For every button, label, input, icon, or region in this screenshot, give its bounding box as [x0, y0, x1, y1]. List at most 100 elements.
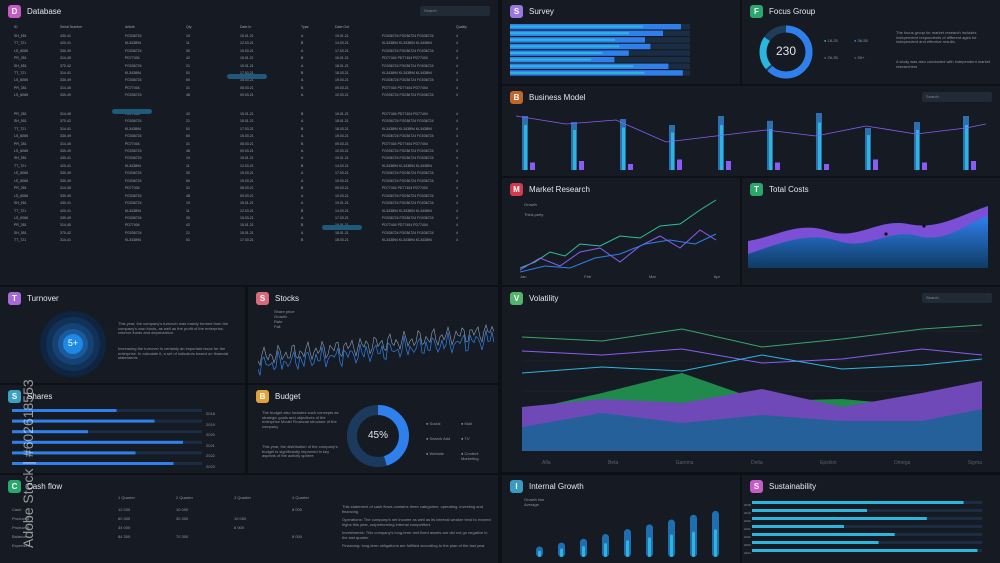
shares-title: Shares: [27, 391, 53, 401]
col-date-in[interactable]: Date In: [240, 25, 252, 29]
table-row[interactable]: LS_6066 330-49 FG036724 48 09.03.21 A 10.03.21…: [10, 92, 488, 98]
table-cell: FG036724 FG036724 FG036724: [382, 156, 434, 161]
sustain-bar: [752, 501, 964, 504]
table-cell: PD77404 PD77404 PD77404: [382, 141, 428, 146]
col-date-out[interactable]: Date Out: [335, 25, 350, 29]
table-row[interactable]: TT_721 420-41 KL343894 11 12.03.21 B 14.03.21 K…: [10, 163, 488, 169]
table-cell: 15.01.21: [240, 156, 254, 161]
table-row[interactable]: PR_351314-45PD774044215.01.21B16.01.21PD…: [10, 222, 488, 228]
volatility-xtick: Delta: [750, 460, 763, 466]
cf-cell: 70 300: [176, 534, 189, 539]
table-cell: 4: [456, 179, 458, 183]
table-cell: 48: [186, 193, 190, 198]
database-title: Database: [27, 6, 62, 16]
cf-cell: 8 000: [234, 525, 245, 530]
col-quality[interactable]: Quality: [456, 25, 467, 29]
focus-text-2: A study was also conducted with independ…: [896, 59, 991, 69]
table-cell: FG036724 FG036724 FG036724: [382, 171, 434, 176]
table-cell: 17.03.21: [335, 171, 349, 176]
table-cell: 430-41: [60, 34, 71, 38]
market-xtick: Apr: [713, 274, 720, 279]
table-cell: 17.03.21: [240, 71, 254, 75]
business-search[interactable]: Search: [922, 92, 992, 102]
table-row[interactable]: TT_721 420-41 KL343894 11 12.03.21 B 14.03.21 K…: [10, 40, 488, 46]
table-row[interactable]: LS_6066 330-49 FG036724 30 15.03.21 A 17.03.21…: [10, 48, 488, 54]
table-cell: 420-41: [60, 41, 71, 46]
focus-legend-4: ● 55+: [854, 55, 865, 60]
table-row[interactable]: TT_721 314-41 KL343894 51 17.03.21 B 18.03.21 K…: [10, 70, 488, 76]
table-row[interactable]: PR_351 314-45 PD77404 31 08.03.21 B 09.03.21 PD…: [10, 185, 488, 191]
growth-bar-inner: [626, 540, 629, 557]
stocks-chart: [258, 324, 494, 376]
col-qty[interactable]: Qty: [186, 25, 192, 29]
business-bar-2: [530, 162, 535, 170]
table-row[interactable]: SH_551 370-42 FG036724 21 15.01.21 A 18.01.21 F…: [10, 63, 488, 69]
col-article[interactable]: Article: [125, 25, 135, 29]
sustain-label: 2019: [744, 511, 751, 515]
table-cell: LS_6066: [14, 93, 29, 98]
table-row[interactable]: TT_721 314-41 KL343894 51 17.03.21 B 18.03.21 K…: [10, 126, 488, 132]
table-row[interactable]: PR_351 314-45 PD77404 31 08.03.21 B 09.03.21 PD…: [10, 141, 488, 147]
table-cell: TT_721: [14, 71, 27, 75]
table-cell: 09.03.21: [240, 149, 254, 153]
table-cell: 14.03.21: [335, 208, 349, 213]
sustain-label: 2023: [744, 543, 751, 547]
table-row[interactable]: SH_551 430-41 FG036724 19 15.01.21 A 19.01.21 F…: [10, 33, 488, 39]
table-row[interactable]: SH_551 370-42 FG036724 21 15.01.21 A 18.01.21 F…: [10, 230, 488, 236]
table-cell: 14.03.21: [335, 41, 349, 46]
col-id[interactable]: ID: [14, 25, 18, 29]
survey-panel: S Survey: [502, 0, 740, 84]
table-cell: FG036724 FG036724 FG036724: [382, 179, 434, 183]
table-row[interactable]: LS_6066 330-49 FG036724 60 15.03.21 A 19.03.21…: [10, 178, 488, 184]
table-row[interactable]: SH_551 370-42 FG036724 21 15.01.21 A 18.01.21 F…: [10, 118, 488, 124]
sustain-chart: [752, 501, 982, 552]
col-type[interactable]: Type: [301, 25, 309, 29]
table-row[interactable]: PR_351 314-45 PD77404 31 08.03.21 B 09.03.21 PD…: [10, 85, 488, 91]
table-row[interactable]: TT_721 420-41 KL343894 11 12.03.21 B 14.03.21 K…: [10, 208, 488, 214]
table-row[interactable]: LS_6066 330-49 FG036724 60 15.03.21 A 19.03.21…: [10, 77, 488, 83]
business-bar-inner: [573, 130, 576, 170]
watermark: Adobe Stock | #602618553: [20, 379, 36, 548]
table-cell: FG036724: [125, 78, 142, 83]
volatility-search[interactable]: Search: [922, 293, 992, 303]
table-cell: 19.01.21: [335, 201, 349, 206]
database-search[interactable]: Search: [420, 6, 490, 16]
growth-bar-inner: [604, 543, 607, 557]
table-cell: 21: [186, 119, 190, 124]
table-row[interactable]: SH_551 430-41 FG036724 19 15.01.21 A 19.01.21 F…: [10, 155, 488, 161]
table-cell: 4: [456, 48, 458, 53]
table-cell: FG036724 FG036724 FG036724: [382, 78, 434, 83]
table-row[interactable]: LS_6066 330-49 FG036724 30 15.03.21 A 17.03.21…: [10, 215, 488, 221]
business-line: [516, 115, 986, 143]
table-cell: LS_6066: [14, 149, 29, 153]
business-chart: [516, 113, 986, 170]
table-cell: 370-42: [60, 230, 71, 235]
table-cell: 51: [186, 71, 190, 75]
table-cell: KL343894 KL343894 KL343894: [382, 163, 432, 168]
table-cell: A: [301, 93, 304, 98]
table-cell: FG036724: [125, 171, 142, 176]
table-cell: 60: [186, 78, 190, 83]
table-cell: PR_351: [14, 56, 27, 61]
growth-title: Internal Growth: [529, 481, 584, 491]
business-bar-2: [775, 162, 780, 170]
table-row[interactable]: LS_6066 330-49 FG036724 48 09.03.21 A 10.03.21…: [10, 193, 488, 199]
col-serial[interactable]: Serial Number: [60, 25, 83, 29]
stocks-line-2: [258, 330, 494, 376]
table-cell: 4: [456, 156, 458, 161]
table-cell: 19: [186, 156, 190, 161]
budget-text-2: This year, the distribution of the compa…: [262, 444, 338, 459]
table-row[interactable]: LS_6066 330-49 FG036724 30 15.03.21 A 17.03.21…: [10, 170, 488, 176]
table-row[interactable]: SH_551 430-41 FG036724 19 15.01.21 A 19.01.21 F…: [10, 200, 488, 206]
table-cell: 314-45: [60, 141, 71, 146]
survey-chart: [510, 24, 690, 76]
table-row[interactable]: TT_721 314-41 KL343894 51 17.03.21 B 18.03.21 K…: [10, 237, 488, 243]
table-row[interactable]: LS_6066 330-49 FG036724 60 15.03.21 A 19.03.21…: [10, 133, 488, 139]
table-cell: A: [301, 119, 304, 124]
table-cell: FG036724: [125, 193, 142, 198]
table-row[interactable]: LS_6066 330-49 FG036724 48 09.03.21 A 10.03.21…: [10, 148, 488, 154]
table-cell: 4: [456, 193, 458, 198]
growth-bar-inner: [538, 550, 541, 557]
